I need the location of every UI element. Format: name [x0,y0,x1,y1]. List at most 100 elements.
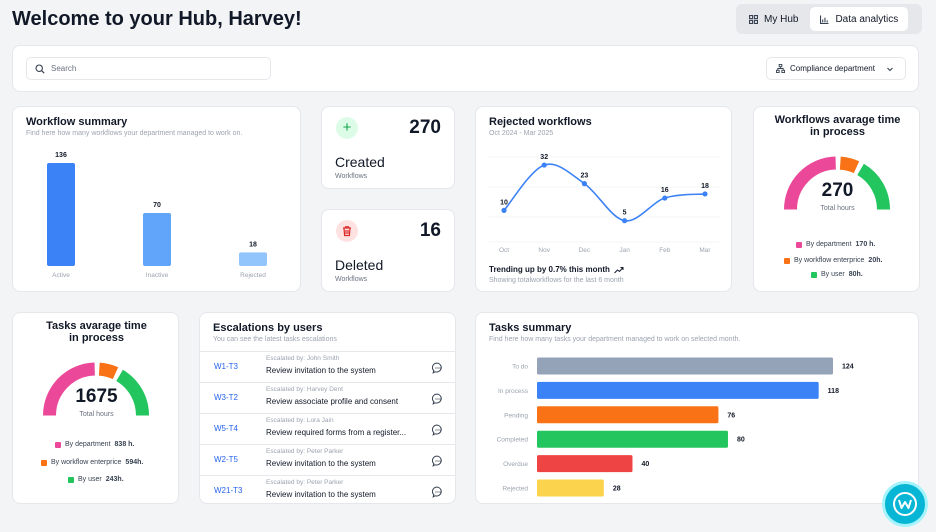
legend-label: By department [806,241,852,248]
legend-value: 80h. [848,271,863,278]
bar-active [47,163,75,266]
escalation-task: Review invitation to the system [266,490,376,499]
trash-icon [336,220,358,242]
chevron-down-icon [887,67,893,71]
escalated-by: Escalated by: Lora Jain [266,417,334,424]
tab-data-analytics[interactable]: Data analytics [810,7,909,31]
deleted-label: Deleted [335,257,384,273]
filter-bar: Search Compliance department [12,45,919,92]
series-line [503,163,706,222]
created-value: 270 [409,117,441,138]
tab-data-analytics-label: Data analytics [835,13,899,25]
rejected-workflows-subtitle: Oct 2024 - Mar 2025 [489,130,554,137]
escalation-row[interactable]: W1-T3 Escalated by: John Smith Review invi… [200,351,455,382]
data-point [622,218,628,224]
legend-label: By user [78,476,102,483]
task-time-title-line1: Tasks avarage time [46,320,147,332]
comment-icon[interactable] [431,423,444,436]
chat-logo-icon [893,492,917,516]
data-label: 23 [581,173,589,180]
chat-assistant-button[interactable] [882,481,928,527]
workflow-legend-enterprise: By workflow enterprice 20h. [784,257,882,264]
escalation-task: Review invitation to the system [266,366,376,375]
workflow-legend-department: By department 170 h. [796,241,875,248]
task-legend-enterprise: By workflow enterprice 594h. [41,459,143,466]
category-label: Overdue [503,461,528,468]
bar-category-label: Active [52,272,70,279]
tab-my-hub[interactable]: My Hub [739,7,808,31]
bar-rejected [537,479,604,497]
page-title: Welcome to your Hub, Harvey! [12,8,302,30]
workflow-summary-chart: 136 Active 70 Inactive 18 Rejected [47,152,267,279]
escalation-row[interactable]: W2-T5 Escalated by: Peter Parker Review in… [200,444,455,475]
department-label: Compliance department [790,64,875,73]
escalation-id-link[interactable]: W5-T4 [214,424,238,433]
bar-value-label: 76 [727,412,735,419]
bar-value-label: 18 [249,241,257,248]
created-label: Created [335,154,385,170]
comment-icon[interactable] [431,454,444,467]
escalation-id-link[interactable]: W3-T2 [214,393,238,402]
data-point [581,181,587,187]
trending-up-icon [614,266,624,273]
tasks-summary-title: Tasks summary [489,322,572,334]
bar-in-process [537,381,819,399]
escalation-row[interactable]: W21-T3 Escalated by: Peter Parker Review i… [200,475,455,503]
legend-label: By workflow enterprice [794,257,865,264]
escalation-id-link[interactable]: W2-T5 [214,455,238,464]
rejected-workflows-card: Rejected workflows Oct 2024 - Mar 2025 1… [475,106,732,292]
escalation-id-link[interactable]: W1-T3 [214,362,238,371]
legend-label: By department [65,441,111,448]
plus-icon: + [336,117,358,139]
data-point [541,162,547,168]
workflow-summary-subtitle: Find here how many workflows your depart… [26,130,243,137]
legend-label: By user [821,271,845,278]
bar-pending [537,406,719,424]
department-select[interactable]: Compliance department [766,57,906,80]
trend-text: Trending up by 0.7% this month [489,265,624,274]
comment-icon[interactable] [431,392,444,405]
bar-inactive [143,212,171,266]
data-point [501,207,507,213]
workflow-time-value: 270 [821,180,854,201]
workflow-time-title-line2: in process [809,126,866,138]
escalated-by: Escalated by: Peter Parker [266,479,344,486]
x-tick-label: Oct [499,247,509,254]
comment-icon[interactable] [431,485,444,498]
bar-value-label: 136 [55,152,67,159]
bar-value-label: 80 [737,437,745,444]
legend-swatch [796,241,802,248]
comment-icon[interactable] [431,361,444,374]
legend-swatch [41,459,47,466]
escalation-row[interactable]: W5-T4 Escalated by: Lora Jain Review requi… [200,413,455,444]
bar-overdue [537,455,633,473]
data-label: 5 [623,210,627,217]
escalation-task: Review required forms from a register... [266,428,407,437]
bar-chart-icon [820,15,829,24]
legend-label: By workflow enterprice [51,459,122,466]
legend-value: 243h. [105,476,124,483]
bar-value-label: 40 [641,461,649,468]
category-label: Pending [504,412,528,419]
task-legend-user: By user 243h. [68,476,124,483]
legend-value: 594h. [125,459,144,466]
search-input[interactable]: Search [26,57,271,80]
deleted-card: 16 Deleted Workflows [321,209,455,292]
category-label: Completed [497,437,529,444]
x-tick-label: Dec [579,247,591,254]
trend-note: Showing totalworkflows for the last 6 mo… [489,277,624,284]
bar-value-label: 118 [828,388,839,395]
workflow-time-gauge [784,156,891,210]
legend-swatch [784,257,790,264]
legend-swatch [68,476,74,483]
org-icon [776,64,785,73]
bar-value-label: 124 [842,364,854,371]
escalation-row[interactable]: W3-T2 Escalated by: Harvey Dent Review ass… [200,382,455,413]
legend-value: 838 h. [114,441,135,448]
data-label: 10 [500,199,508,206]
created-sub: Workflows [335,173,368,180]
workflow-time-card: Workflows avarage time in process 270 To… [753,106,920,292]
workflow-summary-title: Workflow summary [26,116,128,128]
task-time-title: Tasks avarage time in process [13,320,180,344]
escalation-id-link[interactable]: W21-T3 [214,486,243,495]
